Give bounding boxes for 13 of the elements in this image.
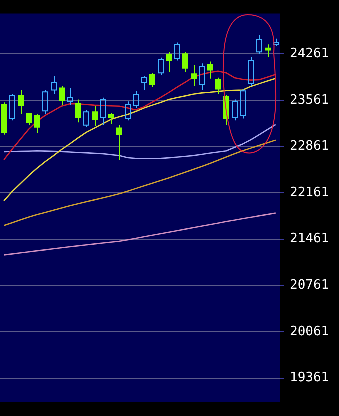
- candlestick: [52, 75, 58, 94]
- y-tick-label: 20061: [290, 324, 330, 340]
- candlestick: [68, 88, 74, 106]
- candlestick: [100, 97, 106, 126]
- candlestick: [142, 75, 148, 91]
- y-tick-label: 22861: [290, 139, 330, 154]
- y-tick-label: 21461: [290, 232, 330, 247]
- y-tick-label: 19361: [290, 370, 330, 386]
- y-tick-label: 22161: [290, 185, 330, 200]
- candlestick: [256, 34, 262, 55]
- y-tick-label: 23561: [290, 92, 330, 108]
- y-tick-label: 24261: [290, 46, 330, 62]
- y-tick-label: 20761: [290, 278, 330, 294]
